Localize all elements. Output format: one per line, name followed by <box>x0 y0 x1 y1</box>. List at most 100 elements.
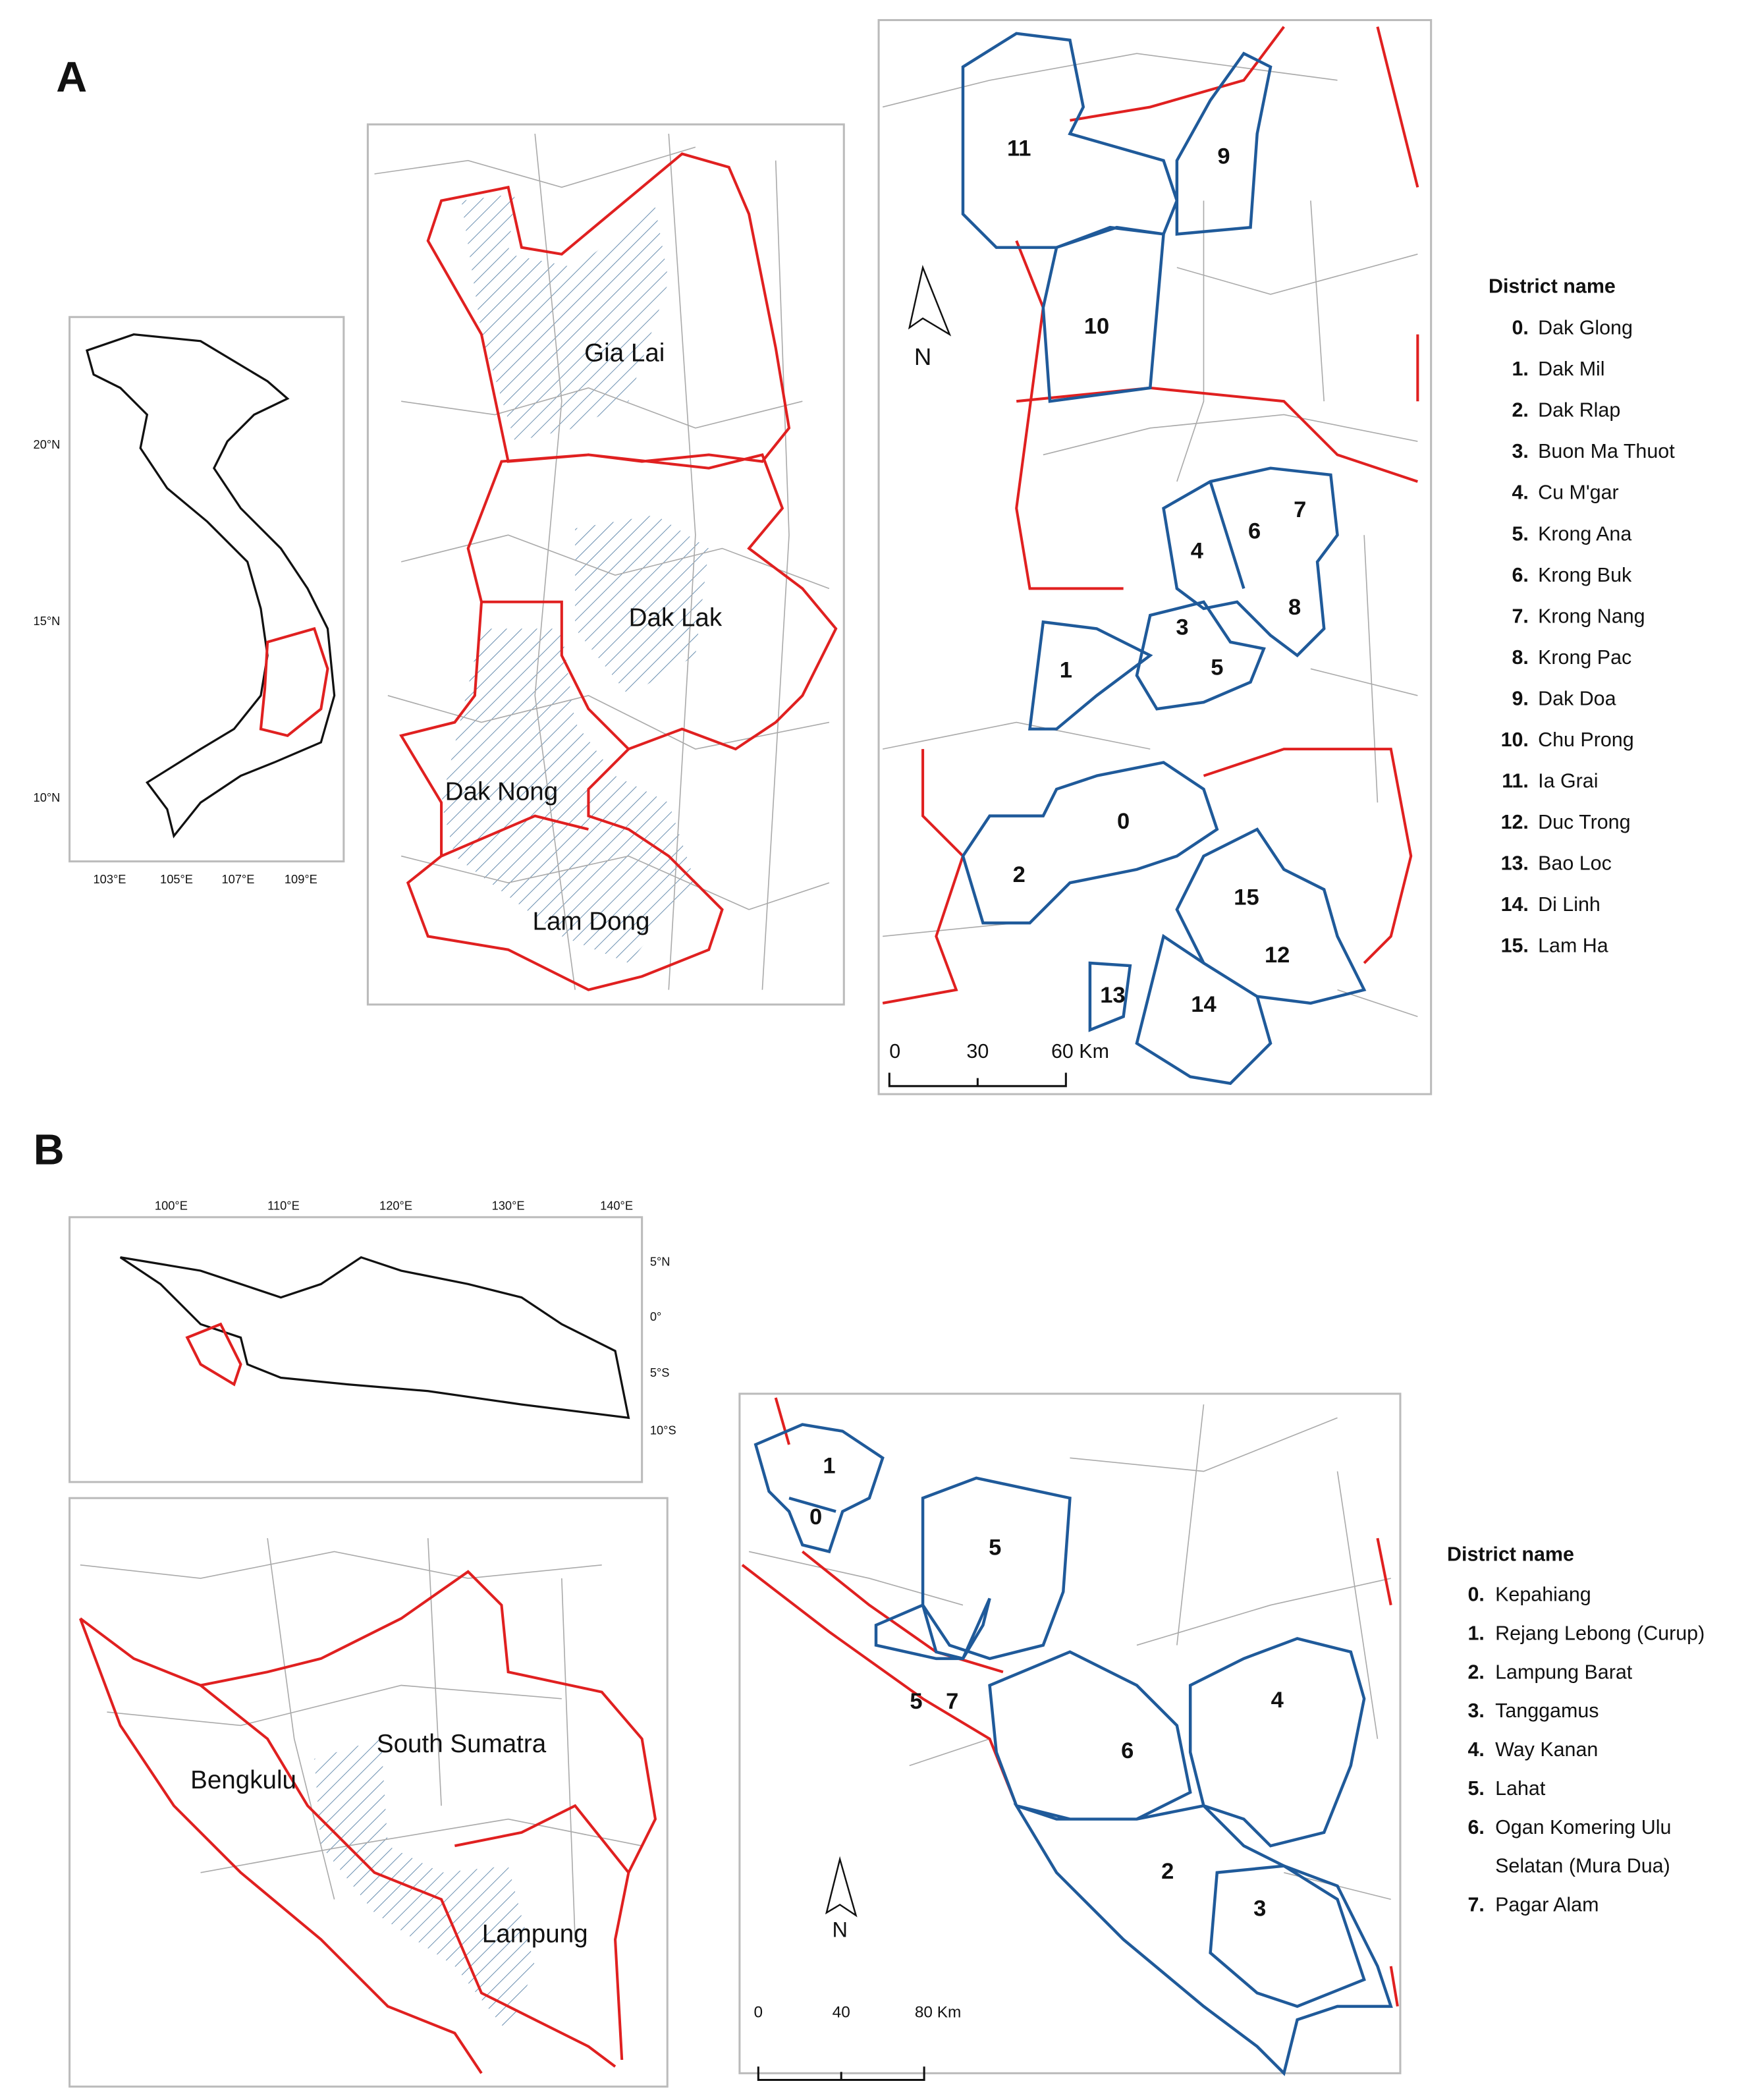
lon-label: 109°E <box>285 872 317 886</box>
scale-label: 0 <box>754 2003 763 2021</box>
legend-number: 4. <box>1512 482 1529 504</box>
legend-number: 5. <box>1468 1777 1485 1800</box>
scale-bar <box>757 2066 925 2082</box>
region-label: Bengkulu <box>190 1766 296 1794</box>
district-number: 10 <box>1084 314 1109 339</box>
legend-number: 2. <box>1468 1661 1485 1683</box>
scale-label: 40 <box>833 2003 850 2021</box>
legend-number: 1. <box>1468 1622 1485 1644</box>
legend-number: 0. <box>1468 1584 1485 1606</box>
inset-frame <box>68 1216 643 1483</box>
region-label: Lampung <box>482 1920 588 1948</box>
legend-number: 6. <box>1512 564 1529 586</box>
north-arrow <box>908 265 952 337</box>
lat-label: 5°N <box>650 1255 671 1269</box>
admin-boundaries <box>882 53 1418 1018</box>
north-label: N <box>832 1918 847 1942</box>
scale-label: 30 <box>966 1040 989 1063</box>
legend-name: Pagar Alam <box>1495 1894 1599 1916</box>
hatched-area <box>461 194 669 442</box>
district-number: 5 <box>910 1689 922 1714</box>
lat-label: 15°N <box>34 614 61 628</box>
legend-number: 3. <box>1512 440 1529 462</box>
legend-name: Krong Pac <box>1538 646 1631 669</box>
district-number: 12 <box>1265 943 1290 968</box>
district-number: 2 <box>1013 862 1026 887</box>
legend-name: Way Kanan <box>1495 1738 1598 1761</box>
district-outlines <box>753 1423 1393 2076</box>
legend-name: Tanggamus <box>1495 1699 1599 1722</box>
legend-number: 10. <box>1501 729 1529 751</box>
lon-label: 107°E <box>221 872 254 886</box>
study-area <box>259 626 329 738</box>
lon-label: 103°E <box>94 872 126 886</box>
district-number: 1 <box>1060 657 1072 682</box>
district-number: 8 <box>1288 595 1301 620</box>
legend-number: 4. <box>1468 1738 1485 1761</box>
legend-name: Lampung Barat <box>1495 1661 1633 1683</box>
district-number: 7 <box>1294 497 1306 522</box>
district-number: 4 <box>1271 1688 1284 1713</box>
region-label: South Sumatra <box>377 1730 547 1758</box>
admin-boundaries <box>80 1538 642 1940</box>
province-boundaries <box>399 152 838 991</box>
legend-number: 12. <box>1501 811 1529 833</box>
district-number: 3 <box>1253 1896 1266 1921</box>
district-number: 6 <box>1121 1738 1134 1763</box>
lon-label: 130°E <box>492 1198 525 1212</box>
legend-number: 8. <box>1512 646 1529 669</box>
district-number: 4 <box>1191 539 1203 564</box>
indonesia-outline <box>119 1256 630 1420</box>
region-label: Dak Nong <box>445 777 559 806</box>
legend-name: Lam Ha <box>1538 935 1608 957</box>
district-number: 0 <box>809 1505 822 1530</box>
district-number: 15 <box>1234 885 1259 910</box>
district-number: 1 <box>823 1454 835 1479</box>
legend-name: Dak Glong <box>1538 317 1633 339</box>
north-label: N <box>914 343 931 370</box>
lat-label: 10°S <box>650 1423 676 1437</box>
district-number: 14 <box>1191 992 1216 1017</box>
legend-name: Duc Trong <box>1538 811 1630 833</box>
legend-name: Buon Ma Thuot <box>1538 440 1675 462</box>
legend-name: Krong Buk <box>1538 564 1632 586</box>
lat-label: 0° <box>650 1310 661 1323</box>
legend-name: Lahat <box>1495 1777 1546 1800</box>
district-number: 3 <box>1176 615 1188 640</box>
district-number: 11 <box>1007 136 1031 161</box>
inset-frame <box>68 316 345 863</box>
legend-number: 2. <box>1512 399 1529 422</box>
legend-number: 1. <box>1512 358 1529 380</box>
legend-name: Krong Ana <box>1538 522 1631 545</box>
province-boundaries <box>882 26 1419 1005</box>
legend-name: Bao Loc <box>1538 852 1612 875</box>
legend-number: 14. <box>1501 893 1529 916</box>
lon-label: 100°E <box>155 1198 188 1212</box>
lat-label: 10°N <box>34 790 61 804</box>
legend-number: 5. <box>1512 522 1529 545</box>
scale-bar <box>888 1072 1067 1088</box>
scale-label: 80 Km <box>915 2003 961 2021</box>
legend-number: 15. <box>1501 935 1529 957</box>
legend-number: 9. <box>1512 687 1529 709</box>
hatched-area <box>314 1738 535 2033</box>
region-label: Lam Dong <box>532 907 649 935</box>
legend-title: District name <box>1447 1543 1574 1566</box>
district-number: 7 <box>946 1689 958 1714</box>
lat-label: 20°N <box>34 437 61 451</box>
lon-label: 120°E <box>379 1198 412 1212</box>
district-number: 0 <box>1117 809 1130 834</box>
study-area <box>185 1322 242 1387</box>
scale-label: 0 <box>889 1040 900 1063</box>
district-number: 6 <box>1248 518 1261 543</box>
legend-number: 13. <box>1501 852 1529 875</box>
legend-name: Ia Grai <box>1538 770 1598 792</box>
legend-name: Dak Rlap <box>1538 399 1620 422</box>
district-number: 9 <box>1217 144 1230 169</box>
province-boundaries <box>78 1570 657 2074</box>
region-label: Dak Lak <box>629 603 723 632</box>
district-map-frame <box>877 18 1433 1095</box>
legend-name: Krong Nang <box>1538 605 1645 627</box>
panel-label: A <box>56 53 87 101</box>
